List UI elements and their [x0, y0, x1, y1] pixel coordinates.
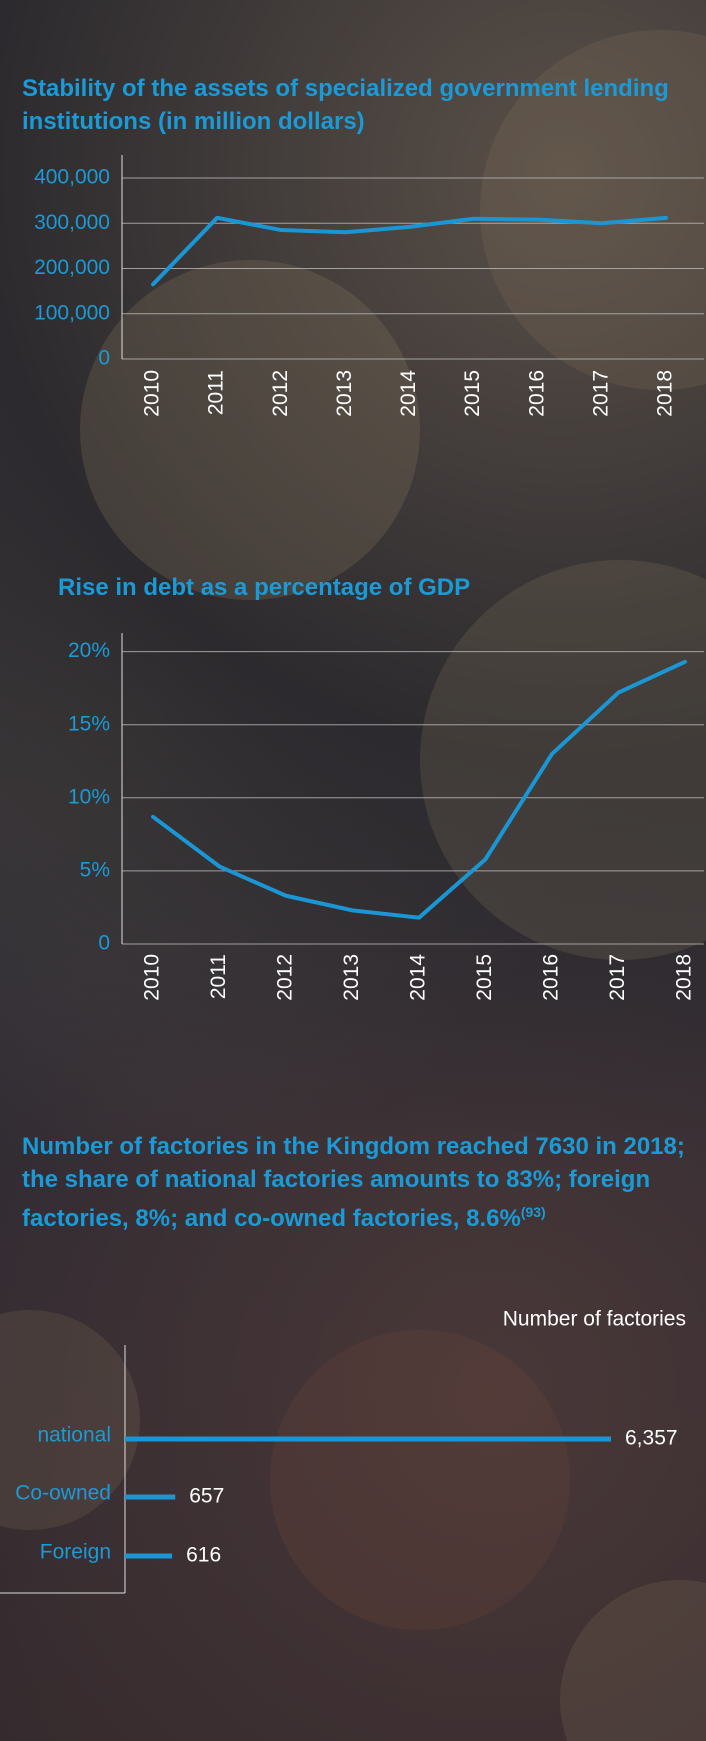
y-tick-label: 0	[98, 347, 110, 370]
y-tick-label: 15%	[68, 712, 110, 735]
data-line	[151, 215, 668, 287]
x-tick-label: 2013	[333, 370, 356, 417]
y-tick-label: 5%	[80, 858, 110, 881]
bar	[125, 1436, 611, 1442]
y-tick-label: 10%	[68, 785, 110, 808]
x-tick-label: 2018	[673, 954, 696, 1001]
y-tick-label: 200,000	[34, 256, 110, 279]
axis-label: Number of factories	[503, 1308, 686, 1331]
y-tick-label: 100,000	[34, 301, 110, 324]
x-tick-label: 2017	[589, 370, 612, 417]
chart-title: Stability of the assets of specialized g…	[22, 75, 669, 135]
x-tick-label: 2014	[397, 370, 420, 417]
title-reference: (93)	[520, 1204, 546, 1220]
y-tick-label: 300,000	[34, 211, 110, 234]
x-tick-label: 2016	[540, 954, 563, 1001]
chart-title: Number of factories in the Kingdom reach…	[22, 1130, 687, 1235]
x-tick-label: 2015	[473, 954, 496, 1001]
x-tick-label: 2010	[141, 370, 164, 417]
x-tick-label: 2013	[340, 954, 363, 1001]
value-label: 616	[186, 1544, 221, 1567]
x-tick-label: 2012	[269, 370, 292, 417]
chart-title: Rise in debt as a percentage of GDP	[58, 574, 471, 601]
y-tick-label: 400,000	[34, 166, 110, 189]
category-label: Foreign	[40, 1541, 111, 1564]
x-tick-label: 2014	[407, 954, 430, 1001]
bar	[125, 1553, 173, 1559]
x-tick-label: 2011	[207, 954, 230, 999]
x-tick-label: 2011	[205, 370, 228, 415]
value-label: 657	[189, 1485, 224, 1508]
x-tick-label: 2018	[654, 370, 677, 417]
y-tick-label: 20%	[68, 639, 110, 662]
category-label: national	[37, 1424, 111, 1447]
category-label: Co-owned	[15, 1482, 111, 1505]
x-tick-label: 2010	[141, 954, 164, 1001]
data-line	[151, 659, 687, 920]
value-label: 6,357	[625, 1427, 678, 1450]
x-tick-label: 2016	[525, 370, 548, 417]
y-tick-label: 0	[98, 932, 110, 955]
x-tick-label: 2012	[274, 954, 297, 1001]
bar	[125, 1494, 176, 1500]
x-tick-label: 2015	[461, 370, 484, 417]
x-tick-label: 2017	[606, 954, 629, 1001]
title-text: Number of factories in the Kingdom reach…	[22, 1133, 685, 1232]
